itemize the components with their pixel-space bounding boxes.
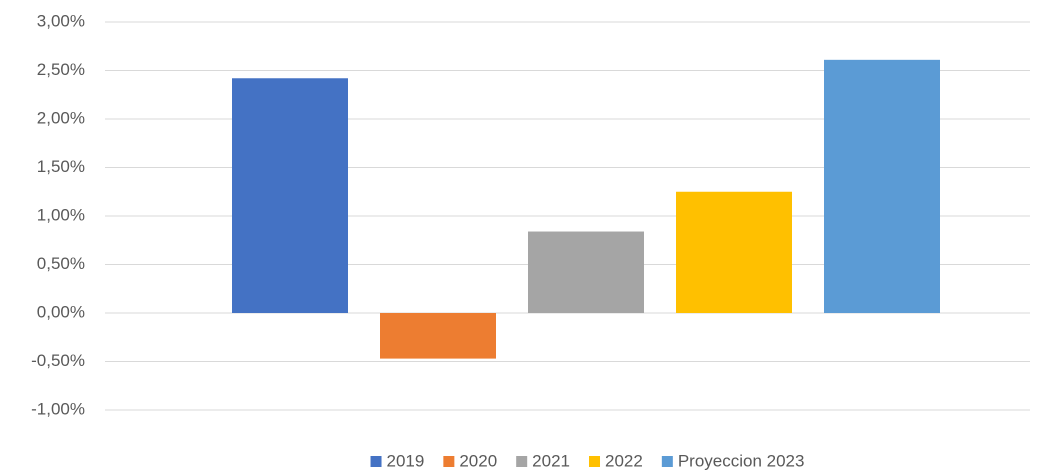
- y-tick-label: 1,00%: [37, 205, 85, 224]
- y-tick-label: 3,00%: [37, 11, 85, 30]
- bar: [528, 231, 644, 313]
- legend-swatch: [661, 456, 673, 467]
- bar: [676, 191, 792, 313]
- bar: [824, 59, 940, 313]
- legend-label: 2020: [459, 451, 497, 470]
- y-tick-label: 1,50%: [37, 157, 85, 176]
- legend-label: 2022: [605, 451, 643, 470]
- y-tick-label: 0,00%: [37, 302, 85, 321]
- bar: [380, 313, 496, 359]
- y-tick-label: 2,50%: [37, 60, 85, 79]
- legend-swatch: [443, 456, 455, 467]
- y-tick-label: 2,00%: [37, 108, 85, 127]
- y-tick-label: -1,00%: [31, 399, 85, 418]
- legend-swatch: [589, 456, 601, 467]
- legend-swatch: [370, 456, 382, 467]
- bar: [232, 78, 348, 313]
- legend-swatch: [516, 456, 528, 467]
- legend-label: 2021: [532, 451, 570, 470]
- legend-label: Proyeccion 2023: [678, 451, 805, 470]
- legend-label: 2019: [387, 451, 425, 470]
- y-tick-label: -0,50%: [31, 351, 85, 370]
- y-tick-label: 0,50%: [37, 254, 85, 273]
